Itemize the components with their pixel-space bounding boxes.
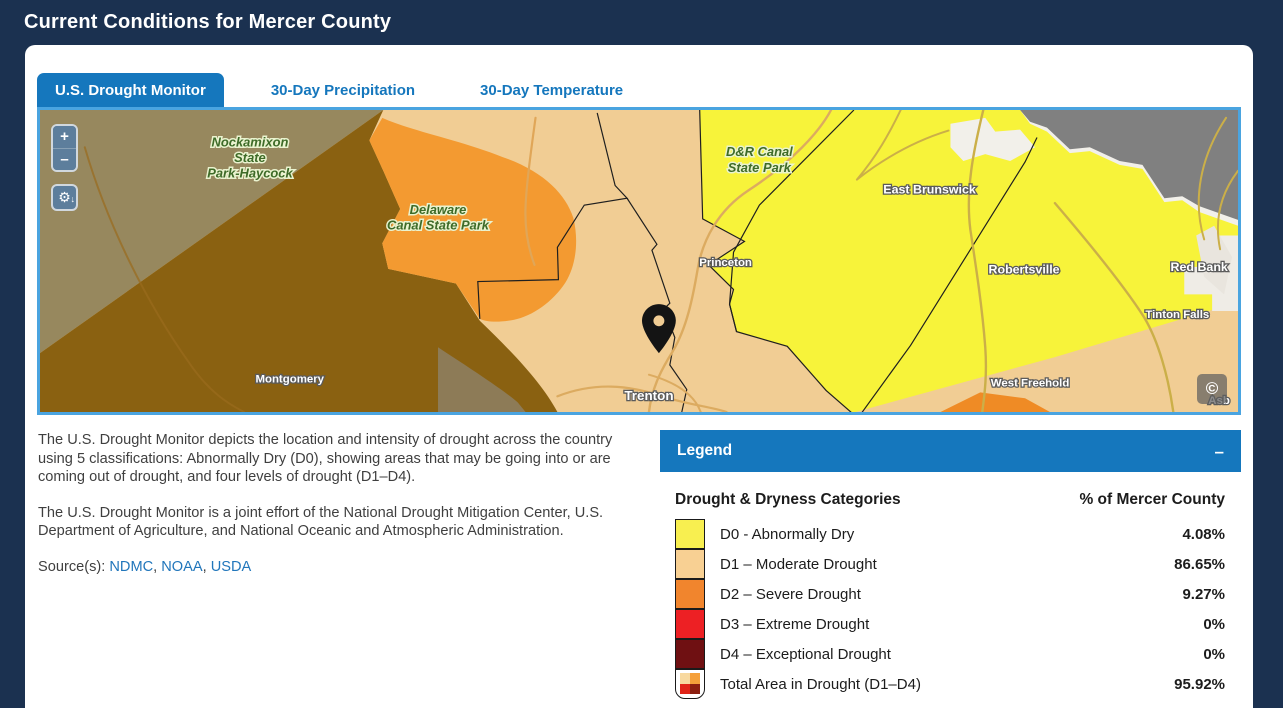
svg-text:State Park: State Park <box>728 160 792 175</box>
svg-text:D&R Canal: D&R Canal <box>726 144 793 159</box>
legend-row-label: Total Area in Drought (D1–D4) <box>720 675 921 693</box>
map-shape-arrow <box>1196 225 1233 295</box>
tab-bar: U.S. Drought Monitor 30-Day Precipitatio… <box>25 45 1253 107</box>
total-swatch-d2-cell <box>690 673 700 684</box>
map-region-d0-abnormally-dry <box>699 110 1238 412</box>
legend-row-label: D3 – Extreme Drought <box>720 615 870 633</box>
drought-monitor-map[interactable]: Nockamixon State Park-Haycock Delaware C… <box>37 107 1241 415</box>
legend-column-headers: Drought & Dryness Categories % of Mercer… <box>675 491 1225 509</box>
svg-text:State: State <box>234 150 266 165</box>
legend-row-value: 95.92% <box>1174 675 1225 693</box>
legend-row-value: 0% <box>1203 615 1225 633</box>
description-paragraph-2: The U.S. Drought Monitor is a joint effo… <box>38 504 604 540</box>
legend-row-label: D2 – Severe Drought <box>720 585 861 603</box>
legend-title: Legend <box>677 442 733 459</box>
svg-text:Canal State Park: Canal State Park <box>387 218 490 233</box>
svg-text:Tinton Falls: Tinton Falls <box>1145 309 1209 321</box>
svg-text:East Brunswick: East Brunswick <box>883 182 976 196</box>
svg-text:Trenton: Trenton <box>624 388 673 403</box>
total-swatch-d1-cell <box>680 673 690 684</box>
map-urban-blob <box>950 117 1036 161</box>
legend-row-d2: D2 – Severe Drought 9.27% <box>675 579 1225 609</box>
map-region-orange-wedge-south <box>940 392 1050 412</box>
map-region-graybrown-wedge <box>438 347 526 412</box>
description-paragraph-1: The U.S. Drought Monitor depicts the loc… <box>38 432 613 486</box>
source-link-noaa[interactable]: NOAA <box>161 558 203 575</box>
legend-row-value: 86.65% <box>1174 555 1225 573</box>
sources-label: Source(s): <box>38 558 110 575</box>
source-link-ndmc[interactable]: NDMC <box>109 558 154 575</box>
d3-color-swatch <box>675 609 705 639</box>
svg-text:West Freehold: West Freehold <box>991 378 1070 390</box>
svg-text:Montgomery: Montgomery <box>255 374 324 386</box>
down-arrow-icon: ↓ <box>70 194 76 204</box>
legend-col-percent: % of Mercer County <box>1079 491 1225 508</box>
svg-text:Park-Haycock: Park-Haycock <box>207 166 293 181</box>
city-labels: Montgomery Princeton East Brunswick Robe… <box>254 181 1231 408</box>
legend-panel: Legend – Drought & Dryness Categories % … <box>660 430 1241 699</box>
legend-col-categories: Drought & Dryness Categories <box>675 491 901 508</box>
legend-row-label: D4 – Exceptional Drought <box>720 645 891 663</box>
below-map-row: The U.S. Drought Monitor depicts the loc… <box>25 415 1253 699</box>
zoom-in-button[interactable]: + <box>53 126 76 148</box>
d0-color-swatch <box>675 519 705 549</box>
map-canvas: Nockamixon State Park-Haycock Delaware C… <box>40 110 1238 412</box>
map-region-d2-severe <box>369 117 577 322</box>
svg-text:Red Bank: Red Bank <box>1171 260 1228 274</box>
legend-row-d1: D1 – Moderate Drought 86.65% <box>675 549 1225 579</box>
source-link-usda[interactable]: USDA <box>210 558 252 575</box>
map-layers-button[interactable]: ⚙ ↓ <box>51 184 78 211</box>
legend-row-d3: D3 – Extreme Drought 0% <box>675 609 1225 639</box>
legend-row-d4: D4 – Exceptional Drought 0% <box>675 639 1225 669</box>
gear-icon: ⚙ <box>58 189 71 205</box>
total-swatch-d3-cell <box>680 683 690 694</box>
tab-us-drought-monitor[interactable]: U.S. Drought Monitor <box>37 73 224 107</box>
total-swatch-d4-cell <box>690 683 700 694</box>
svg-text:Delaware: Delaware <box>410 202 467 217</box>
zoom-out-button[interactable]: – <box>53 148 76 170</box>
legend-row-value: 4.08% <box>1182 525 1225 543</box>
source-separator: , <box>153 558 162 575</box>
map-region-bay-gray <box>1020 110 1238 220</box>
map-roads <box>83 110 1238 412</box>
source-separator: , <box>202 558 211 575</box>
d2-color-swatch <box>675 579 705 609</box>
map-zoom-controls: + – <box>51 124 78 172</box>
map-attribution-button[interactable]: © <box>1197 374 1227 404</box>
park-labels: Nockamixon State Park-Haycock Delaware C… <box>206 133 795 234</box>
collapse-minus-icon[interactable]: – <box>1214 441 1224 461</box>
legend-row-total: Total Area in Drought (D1–D4) 95.92% <box>675 669 1225 699</box>
total-color-swatch <box>675 669 705 699</box>
svg-text:Princeton: Princeton <box>699 257 752 269</box>
legend-row-value: 0% <box>1203 645 1225 663</box>
tab-30-day-precipitation[interactable]: 30-Day Precipitation <box>253 73 433 107</box>
legend-row-d0: D0 - Abnormally Dry 4.08% <box>675 519 1225 549</box>
legend-header[interactable]: Legend – <box>660 430 1241 472</box>
svg-text:Nockamixon: Nockamixon <box>212 134 289 149</box>
location-pin-marker[interactable] <box>641 304 676 354</box>
legend-body: Drought & Dryness Categories % of Mercer… <box>660 472 1241 699</box>
drought-monitor-description: The U.S. Drought Monitor depicts the loc… <box>38 430 644 699</box>
map-region-dark-brown <box>40 110 558 412</box>
page-header: Current Conditions for Mercer County <box>0 0 1283 45</box>
content-card: U.S. Drought Monitor 30-Day Precipitatio… <box>25 45 1253 708</box>
legend-row-label: D1 – Moderate Drought <box>720 555 877 573</box>
d4-color-swatch <box>675 639 705 669</box>
page-title: Current Conditions for Mercer County <box>24 11 392 33</box>
sources-line: Source(s): NDMC, NOAA, USDA <box>38 558 644 577</box>
svg-text:Robertsville: Robertsville <box>989 263 1060 277</box>
legend-row-value: 9.27% <box>1182 585 1225 603</box>
tab-30-day-temperature[interactable]: 30-Day Temperature <box>462 73 641 107</box>
legend-row-label: D0 - Abnormally Dry <box>720 525 855 543</box>
d1-color-swatch <box>675 549 705 579</box>
